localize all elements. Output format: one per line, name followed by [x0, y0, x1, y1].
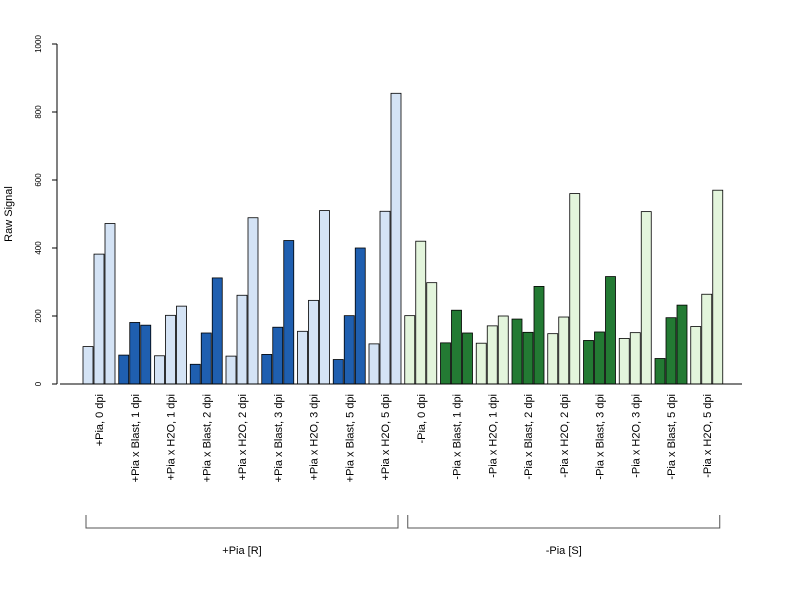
bar [165, 314, 176, 385]
category-label: +Pia x H2O, 2 dpi [237, 394, 249, 481]
bar [390, 92, 402, 385]
bar [261, 354, 273, 385]
bar [104, 223, 116, 385]
bar [522, 331, 534, 385]
y-tick-label: 200 [34, 309, 43, 323]
bar [594, 331, 605, 385]
bar [640, 211, 652, 385]
bar [533, 286, 545, 385]
bar [332, 359, 344, 385]
bar [426, 282, 438, 385]
group-bracket [85, 515, 399, 529]
category-label: -Pia x Blast, 3 dpi [595, 394, 607, 480]
category-label: +Pia x H2O, 1 dpi [166, 394, 178, 481]
category-label: -Pia x H2O, 5 dpi [702, 394, 714, 478]
bar [712, 189, 724, 385]
bar [236, 294, 248, 385]
category-label: +Pia x Blast, 1 dpi [130, 394, 142, 482]
group-brackets: +Pia [R] -Pia [S] [85, 515, 721, 557]
bar [189, 363, 201, 385]
bar [583, 340, 594, 385]
bar [654, 358, 666, 385]
bar [93, 253, 105, 385]
category-label: +Pia, 0 dpi [94, 394, 106, 446]
bar [440, 342, 451, 385]
bar [211, 277, 223, 385]
category-label: +Pia x Blast, 3 dpi [273, 394, 285, 482]
bar [297, 330, 308, 385]
bar [308, 299, 319, 385]
bar [629, 332, 641, 385]
bar [154, 355, 165, 385]
y-tick-label: 0 [34, 381, 43, 386]
category-label: -Pia x H2O, 3 dpi [630, 394, 642, 478]
group-label: +Pia [R] [222, 545, 261, 557]
bar [486, 325, 498, 385]
category-label: -Pia x H2O, 1 dpi [487, 394, 499, 478]
bar [82, 346, 94, 385]
category-label: +Pia x Blast, 2 dpi [201, 394, 213, 482]
bar [404, 315, 416, 385]
bar [247, 217, 259, 385]
category-label: +Pia x H2O, 3 dpi [309, 394, 321, 481]
bar [176, 305, 187, 385]
category-label: +Pia x H2O, 5 dpi [380, 394, 392, 481]
category-label: -Pia x H2O, 2 dpi [559, 394, 571, 478]
category-label: -Pia x Blast, 5 dpi [666, 394, 678, 480]
bar [511, 318, 523, 385]
category-labels: +Pia, 0 dpi +Pia x Blast, 1 dpi +Pia x H2O… [94, 394, 714, 482]
y-tick-label: 800 [34, 105, 43, 119]
bar [118, 354, 130, 385]
bar [379, 210, 391, 385]
bar [140, 324, 152, 385]
y-axis: 0 200 400 600 800 1000 [34, 35, 58, 386]
bar [368, 343, 380, 385]
group-label: -Pia [S] [546, 545, 582, 557]
bar [225, 355, 237, 385]
category-label: -Pia x Blast, 1 dpi [452, 394, 464, 480]
y-tick-label: 600 [34, 173, 43, 187]
group-bracket [407, 515, 721, 529]
bar [343, 315, 355, 385]
category-label: +Pia x Blast, 5 dpi [344, 394, 356, 482]
bar [319, 210, 330, 385]
bar [701, 293, 713, 385]
bars [82, 92, 724, 385]
y-axis-title: Raw Signal [3, 186, 15, 242]
bar [547, 333, 559, 385]
category-label: -Pia x Blast, 2 dpi [523, 394, 535, 480]
bar [475, 342, 487, 385]
bar [129, 322, 141, 385]
bar [558, 316, 570, 385]
bar [618, 338, 630, 385]
bar [415, 240, 427, 385]
bar [272, 326, 284, 385]
category-label: -Pia, 0 dpi [416, 394, 428, 444]
bar [497, 315, 509, 385]
bar [690, 326, 702, 385]
bar [665, 317, 677, 385]
bar [200, 332, 212, 385]
bar [676, 304, 688, 385]
bar [462, 332, 473, 385]
bar [569, 193, 581, 385]
y-tick-label: 400 [34, 241, 43, 255]
bar [283, 240, 295, 385]
y-tick-label: 1000 [34, 35, 43, 53]
bar [605, 276, 616, 385]
bar [451, 309, 462, 385]
bar [354, 247, 366, 385]
